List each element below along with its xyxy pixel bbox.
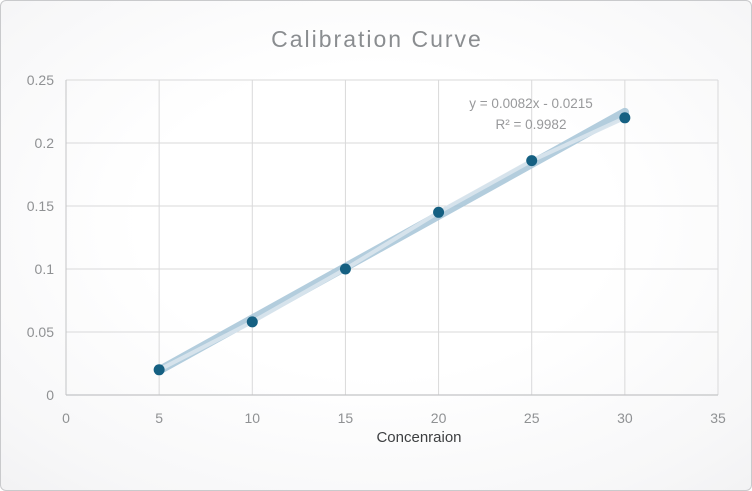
r-squared-text: R² = 0.9982: [495, 116, 567, 132]
x-tick-label: 35: [710, 410, 726, 426]
data-point: [246, 316, 258, 328]
y-tick-label: 0.1: [35, 261, 55, 277]
x-tick-label: 25: [524, 410, 540, 426]
data-point: [433, 206, 445, 218]
trendline-annotation: y = 0.0082x - 0.0215 R² = 0.9982: [446, 94, 616, 135]
x-axis-title: Concenraion: [376, 429, 462, 446]
y-tick-label: 0: [46, 387, 54, 403]
y-tick-label: 0.05: [27, 324, 54, 340]
y-tick-label: 0.25: [27, 72, 54, 88]
y-tick-label: 0.15: [27, 198, 54, 214]
series-line: [157, 115, 627, 372]
y-tick-label: 0.2: [35, 135, 55, 151]
data-point: [339, 263, 351, 275]
x-tick-label: 5: [155, 410, 163, 426]
x-tick-label: 30: [617, 410, 633, 426]
x-tick-label: 10: [244, 410, 260, 426]
chart-title: Calibration Curve: [271, 26, 483, 52]
data-point: [153, 364, 165, 376]
data-point: [619, 112, 631, 124]
trendline-equation-text: y = 0.0082x - 0.0215: [469, 96, 593, 111]
x-tick-label: 20: [431, 410, 447, 426]
x-tick-label: 15: [338, 410, 354, 426]
data-point: [526, 155, 538, 167]
x-tick-label: 0: [62, 410, 70, 426]
